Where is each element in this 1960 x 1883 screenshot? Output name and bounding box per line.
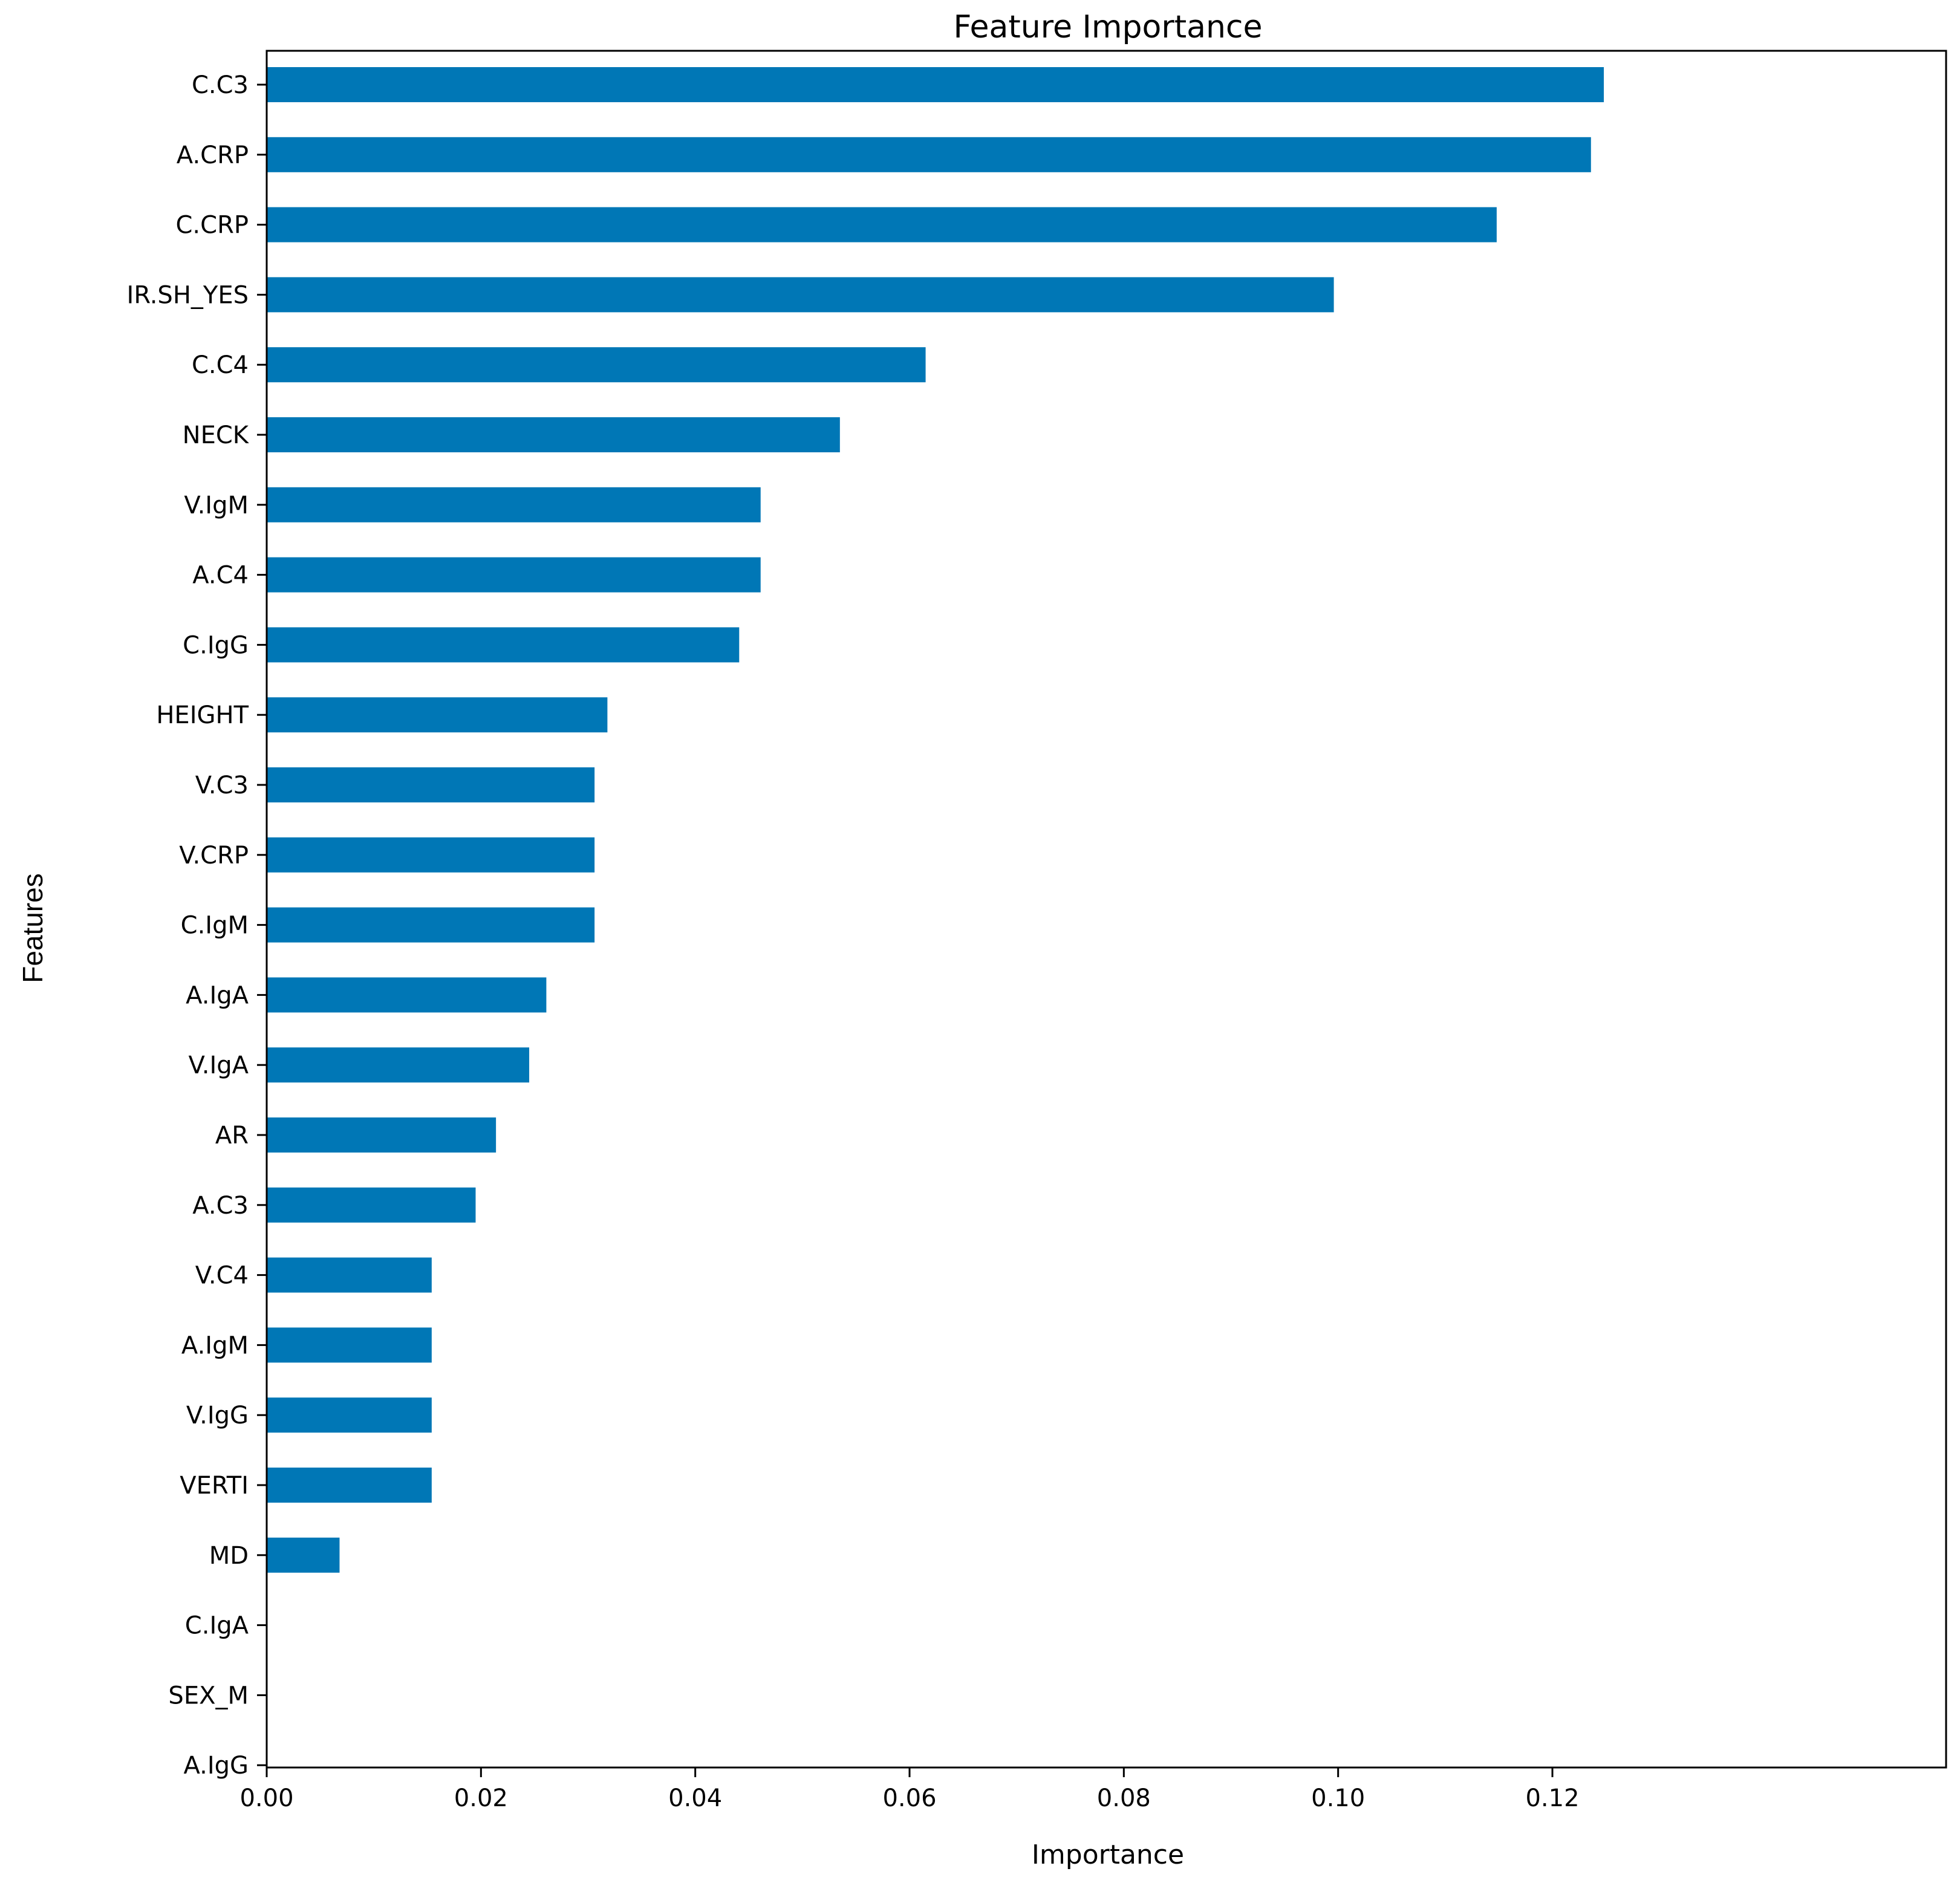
y-tick-label: A.IgA: [186, 981, 249, 1009]
y-tick-label: V.IgG: [186, 1402, 249, 1429]
bar-v-iga: [267, 1047, 530, 1083]
y-tick-label: V.IgM: [184, 492, 249, 519]
bar-a-c4: [267, 557, 761, 593]
y-tick-label: C.C3: [192, 71, 249, 99]
chart-title: Feature Importance: [953, 9, 1262, 45]
x-tick-label: 0.04: [668, 1784, 722, 1812]
plot-frame: [265, 50, 1947, 1769]
bar-height: [267, 697, 608, 733]
x-tick-label: 0.00: [239, 1784, 293, 1812]
bar-v-c3: [267, 767, 595, 802]
bar-md: [267, 1537, 340, 1573]
y-tick-label: V.CRP: [179, 842, 249, 870]
y-tick-label: V.C3: [195, 772, 249, 799]
y-tick-label: V.C4: [195, 1262, 249, 1290]
y-tick-label: C.C4: [192, 351, 249, 379]
bars-layer: [267, 67, 1604, 1573]
x-tick-label: 0.06: [882, 1784, 936, 1812]
bar-ir-sh-yes: [267, 277, 1334, 313]
y-tick-label: A.C4: [192, 562, 249, 590]
bar-a-c3: [267, 1187, 476, 1223]
bar-a-crp: [267, 137, 1591, 172]
y-axis-ticks: C.C3 A.CRP C.CRP IR.SH_YES C.C4 NECK V.IgM A.C4…: [127, 71, 267, 1780]
y-tick-label: NECK: [183, 421, 250, 449]
y-tick-label: AR: [215, 1122, 249, 1150]
bar-v-c4: [267, 1257, 432, 1293]
bar-c-igm: [267, 907, 595, 943]
bar-v-igg: [267, 1397, 432, 1433]
y-tick-label: V.IgA: [189, 1052, 249, 1079]
x-tick-label: 0.10: [1311, 1784, 1365, 1812]
y-tick-label: A.C3: [192, 1192, 249, 1220]
y-tick-label: MD: [209, 1542, 249, 1570]
y-tick-label: VERTI: [180, 1472, 249, 1500]
bar-ar: [267, 1117, 497, 1153]
x-tick-label: 0.02: [454, 1784, 508, 1812]
x-axis-ticks: 0.00 0.02 0.04 0.06 0.08 0.10 0.12: [239, 1768, 1580, 1812]
y-tick-label: C.CRP: [176, 212, 249, 239]
y-axis-label: Features: [17, 873, 48, 983]
bar-v-igm: [267, 487, 761, 522]
y-tick-label: A.CRP: [177, 141, 249, 169]
bar-neck: [267, 417, 840, 452]
x-tick-label: 0.08: [1097, 1784, 1151, 1812]
bar-a-igm: [267, 1327, 432, 1363]
bar-c-crp: [267, 207, 1497, 242]
bar-a-iga: [267, 977, 547, 1013]
y-tick-label: SEX_M: [168, 1682, 249, 1709]
bar-c-c3: [267, 67, 1604, 102]
bar-verti: [267, 1468, 432, 1503]
y-tick-label: HEIGHT: [156, 701, 249, 729]
bar-c-igg: [267, 627, 740, 663]
y-tick-label: C.IgG: [183, 631, 249, 659]
y-tick-label: C.IgM: [181, 912, 249, 940]
x-tick-label: 0.12: [1525, 1784, 1579, 1812]
bar-v-crp: [267, 837, 595, 873]
x-axis-label: Importance: [1032, 1839, 1184, 1870]
y-tick-label: C.IgA: [185, 1612, 249, 1640]
y-tick-label: A.IgM: [181, 1332, 249, 1359]
bar-c-c4: [267, 347, 926, 383]
y-tick-label: IR.SH_YES: [127, 281, 249, 309]
y-tick-label: A.IgG: [183, 1752, 249, 1780]
